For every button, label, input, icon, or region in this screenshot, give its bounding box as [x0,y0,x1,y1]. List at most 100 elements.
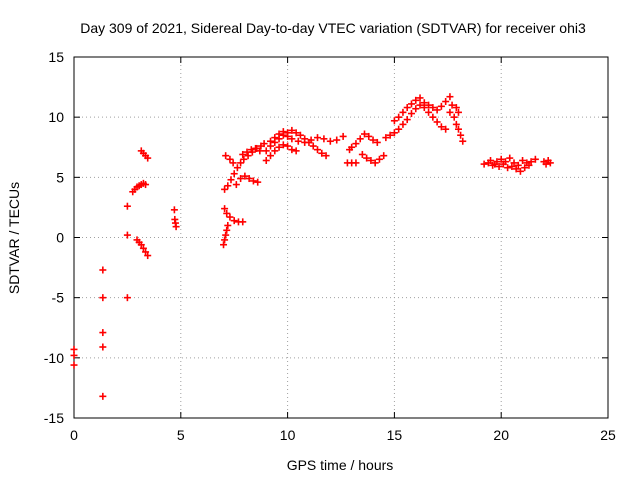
data-point [271,134,279,142]
data-point [275,143,283,151]
data-point [390,129,398,137]
grid-lines [74,57,608,418]
data-point [454,125,462,133]
data-point [395,113,403,121]
data-point [226,155,234,163]
data-point [429,113,437,121]
data-point [249,177,257,185]
data-point [322,152,330,160]
data-point [220,241,228,249]
data-point [267,152,275,160]
data-point [142,181,150,189]
data-point [309,142,317,150]
data-point [296,131,304,139]
data-point [288,126,296,134]
data-point [256,147,264,155]
data-point [314,146,322,154]
data-point [491,160,499,168]
data-point [437,123,445,131]
data-point [416,101,424,109]
data-point [284,142,292,150]
data-point [358,150,366,158]
data-point [390,117,398,125]
data-point [480,160,488,168]
data-point [403,104,411,112]
y-tick-label: -10 [44,350,64,366]
data-point [275,130,283,138]
data-point [222,231,230,239]
data-point [446,93,454,101]
data-point [416,94,424,102]
data-point [412,105,420,113]
data-point [267,137,275,145]
data-point [292,147,300,155]
data-point [365,132,373,140]
data-point [425,108,433,116]
data-point [294,137,302,145]
data-point [99,266,107,274]
x-tick-label: 10 [280,427,296,443]
data-point [262,147,270,155]
data-point [452,120,460,128]
data-point [525,161,533,169]
data-point [239,150,247,158]
data-point [233,164,241,172]
x-tick-label: 20 [493,427,509,443]
data-point [279,141,287,149]
y-tick-labels: -15 -10 -5 0 5 10 15 [44,49,64,426]
data-point [99,294,107,302]
data-point [363,154,371,162]
y-tick-label: 0 [56,230,64,246]
data-point [99,392,107,400]
data-point [224,182,232,190]
data-point [497,155,505,163]
data-point [239,218,247,226]
data-point [144,252,152,260]
y-tick-label: 15 [48,49,64,65]
data-point [454,108,462,116]
data-point [508,163,516,171]
data-point [241,172,249,180]
data-point [395,125,403,133]
data-point [504,164,512,172]
data-point [352,140,360,148]
data-point [499,160,507,168]
data-point [284,132,292,140]
data-point [542,160,550,168]
x-tick-label: 5 [177,427,185,443]
data-point [288,135,296,143]
data-point [348,143,356,151]
data-point [356,135,364,143]
data-point [459,137,467,145]
data-point [271,147,279,155]
data-point [367,156,375,164]
data-point [369,136,377,144]
data-point [245,175,253,183]
data-point [222,152,230,160]
data-point [244,152,252,160]
data-point [450,113,458,121]
data-point [279,128,287,136]
data-point [420,104,428,112]
data-point [516,167,524,175]
data-point [70,345,78,353]
data-point [99,329,107,337]
data-point [495,163,503,171]
data-point [221,236,229,244]
data-point [373,138,381,146]
data-point [399,120,407,128]
data-point [170,206,178,214]
data-point [333,136,341,144]
x-tick-label: 0 [70,427,78,443]
x-axis-label: GPS time / hours [287,457,394,473]
data-point [172,223,180,231]
x-tick-label: 25 [600,427,616,443]
data-point [521,164,529,172]
data-point [352,159,360,167]
data-point [230,217,238,225]
data-point [240,155,248,163]
data-point [221,205,229,213]
data-point [288,146,296,154]
data-point [448,101,456,109]
